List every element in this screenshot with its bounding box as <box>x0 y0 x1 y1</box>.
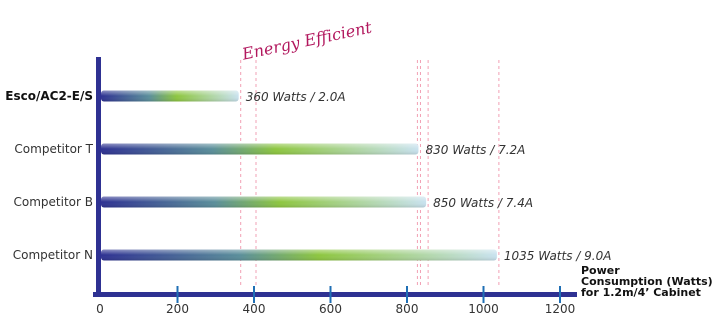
x-tick-label: 200 <box>166 302 189 316</box>
bar-shine <box>101 249 497 261</box>
category-label: Competitor T <box>14 142 93 156</box>
axes <box>93 57 577 303</box>
x-tick-label: 800 <box>396 302 419 316</box>
y-axis <box>96 57 101 295</box>
x-axis-title: Consumption (Watts) <box>581 275 713 288</box>
x-axis-title: Power <box>581 264 620 277</box>
labels: 0 200 400 600 800 1000 1200 Esco/AC2-E/S Competi… <box>5 18 712 316</box>
category-label: Esco/AC2-E/S <box>5 89 93 103</box>
x-tick-label: 600 <box>319 302 342 316</box>
x-tick-label: 400 <box>243 302 266 316</box>
x-axis <box>93 292 577 297</box>
category-label: Competitor N <box>13 248 93 262</box>
bar-shine <box>101 143 419 155</box>
bars <box>101 90 497 261</box>
x-tick-label: 1000 <box>468 302 499 316</box>
data-label: 850 Watts / 7.4A <box>433 196 533 210</box>
x-tick-label: 0 <box>96 302 104 316</box>
data-label: 1035 Watts / 9.0A <box>504 249 612 263</box>
bar-shine <box>101 90 239 102</box>
x-tick-label: 1200 <box>545 302 576 316</box>
annotation-energy-efficient: Energy Efficient <box>239 18 373 64</box>
category-label: Competitor B <box>14 195 93 209</box>
data-label: 830 Watts / 7.2A <box>425 143 525 157</box>
data-label: 360 Watts / 2.0A <box>246 90 346 104</box>
x-axis-title: for 1.2m/4’ Cabinet <box>581 286 701 299</box>
reference-lines <box>240 60 500 286</box>
bar-shine <box>101 196 427 208</box>
